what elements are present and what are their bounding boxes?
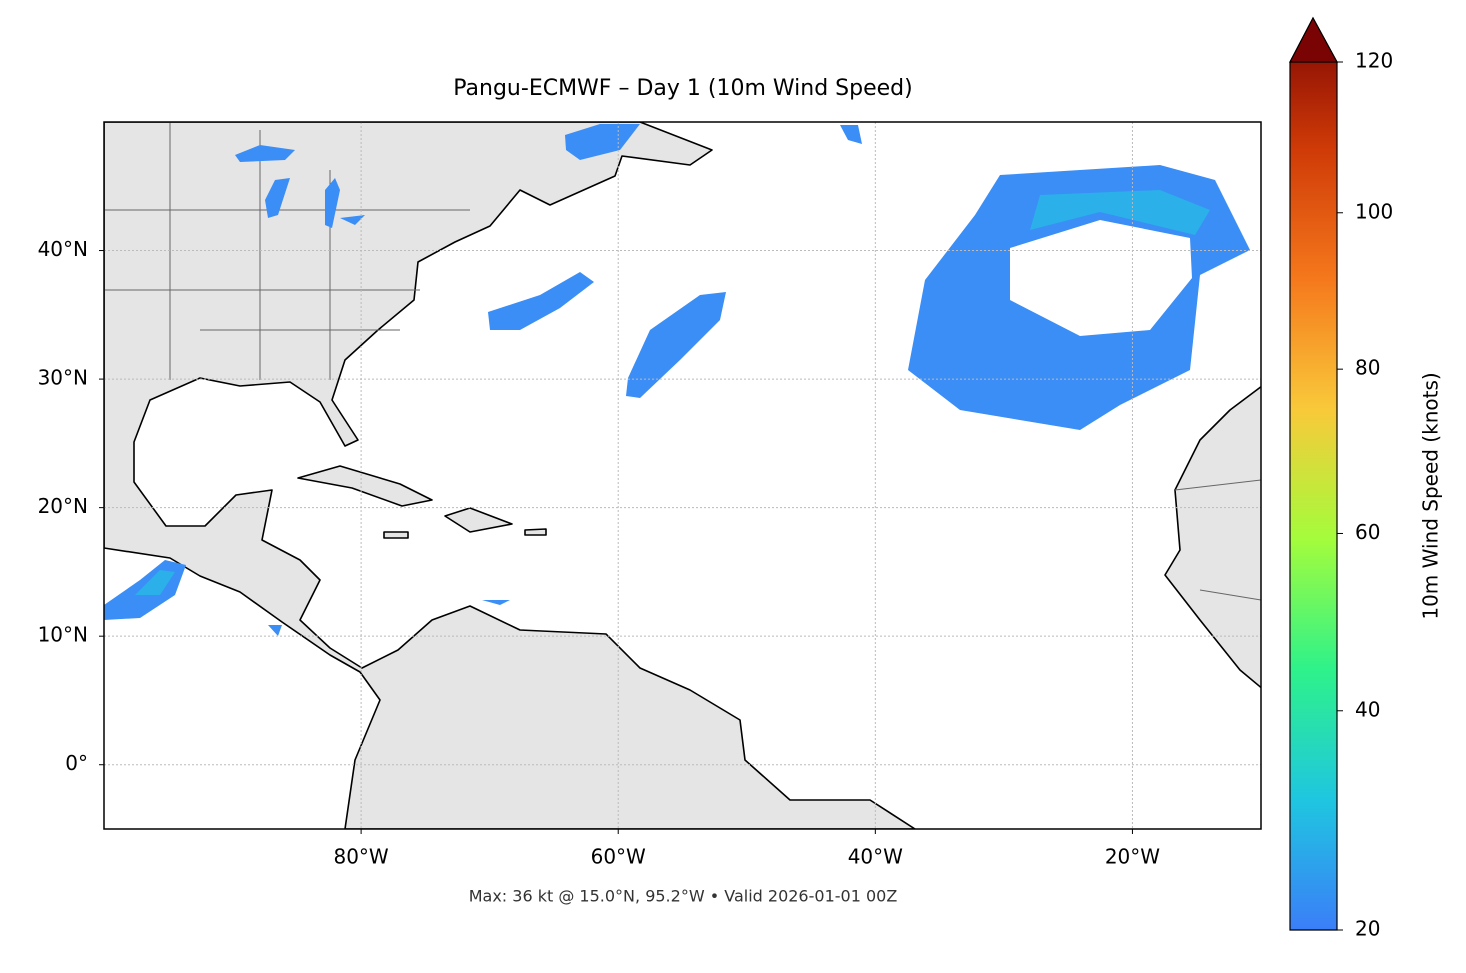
x-tick-label: 20°W bbox=[1105, 845, 1160, 869]
land-americas bbox=[104, 122, 916, 829]
wind-north bbox=[565, 124, 640, 160]
plot-border bbox=[103, 121, 1262, 830]
wind-streak bbox=[626, 292, 726, 398]
annotation: Max: 36 kt @ 15.0°N, 95.2°W • Valid 2026… bbox=[469, 887, 898, 906]
land-hispaniola bbox=[444, 507, 513, 533]
chart-title: Pangu-ECMWF – Day 1 (10m Wind Speed) bbox=[453, 76, 912, 101]
x-tick-label: 60°W bbox=[591, 845, 646, 869]
gridlines bbox=[104, 122, 1261, 829]
land-puerto-rico bbox=[524, 528, 547, 536]
y-tick-label: 30°N bbox=[38, 366, 88, 390]
y-tick-label: 40°N bbox=[38, 237, 88, 261]
y-tick-label: 10°N bbox=[38, 623, 88, 647]
wind-swath bbox=[908, 165, 1250, 430]
x-tick-label: 80°W bbox=[333, 845, 388, 869]
wind-pacific-core bbox=[135, 570, 175, 595]
wind-core bbox=[1030, 190, 1210, 235]
colorbar-tick-label: 100 bbox=[1355, 199, 1393, 223]
colorbar-tick-label: 40 bbox=[1355, 697, 1380, 721]
land-jamaica bbox=[383, 531, 409, 539]
colorbar: 10m Wind Speed (knots) 20 40 60 80 100 120 bbox=[1289, 16, 1443, 941]
colorbar-label: 10m Wind Speed (knots) bbox=[1419, 372, 1443, 619]
wind-streak bbox=[488, 272, 594, 330]
map-layers bbox=[104, 122, 1261, 829]
y-tick-label: 20°N bbox=[38, 494, 88, 518]
y-tick-label: 0° bbox=[65, 751, 88, 775]
land-africa bbox=[1164, 385, 1261, 689]
colorbar-tick-label: 120 bbox=[1355, 49, 1393, 73]
colorbar-tick-label: 80 bbox=[1355, 356, 1380, 380]
colorbar-tick-label: 20 bbox=[1355, 917, 1380, 941]
colorbar-bar bbox=[1289, 16, 1338, 931]
colorbar-tick-label: 60 bbox=[1355, 520, 1380, 544]
x-tick-label: 40°W bbox=[848, 845, 903, 869]
land-cuba bbox=[297, 465, 433, 507]
colorbar-extend bbox=[1289, 16, 1339, 63]
